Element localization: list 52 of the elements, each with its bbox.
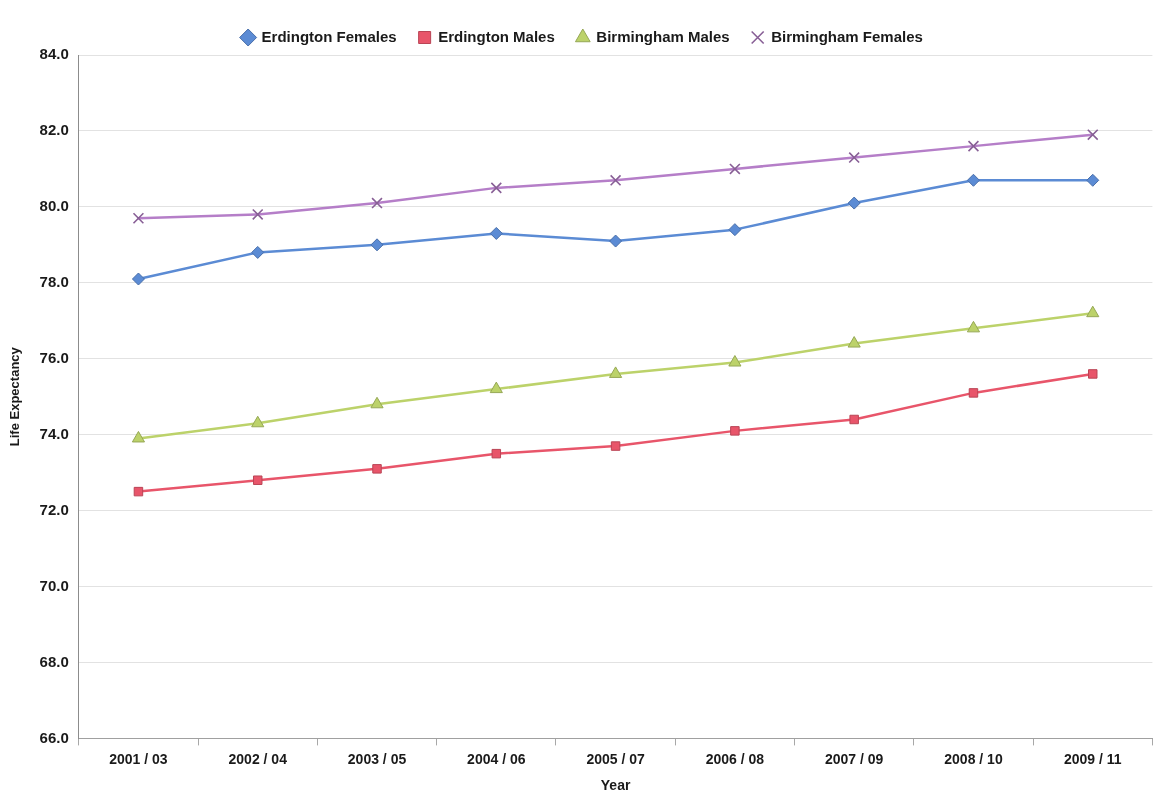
point	[1088, 369, 1098, 379]
x-axis-title: Year	[600, 777, 631, 794]
x-tick-label: 2009 / 11	[1063, 750, 1122, 767]
x-tick-label: 2002 / 04	[228, 750, 288, 767]
point	[847, 196, 861, 210]
point	[847, 336, 861, 348]
point	[370, 238, 384, 252]
point	[489, 381, 503, 394]
x-tick-label: 2008 / 10	[944, 750, 1003, 767]
point	[133, 486, 144, 497]
y-tick-label: 68.0	[39, 652, 69, 670]
point	[610, 441, 621, 451]
y-tick-label: 82.0	[39, 121, 69, 139]
point	[370, 396, 384, 409]
point	[251, 415, 265, 428]
point	[730, 426, 740, 436]
x-tick-label: 2007 / 09	[824, 750, 884, 767]
point	[849, 414, 859, 425]
y-tick-label: 80.0	[39, 197, 69, 215]
y-tick-label: 66.0	[39, 728, 69, 746]
x-tick-label: 2001 / 03	[109, 750, 168, 767]
y-tick-label: 72.0	[39, 500, 69, 518]
y-tick-label: 74.0	[39, 424, 69, 442]
point	[966, 320, 981, 333]
x-tick-label: 2003 / 05	[347, 750, 407, 767]
point	[609, 234, 623, 248]
y-axis-title: Life Expectancy	[7, 346, 23, 447]
y-tick-label: 70.0	[39, 576, 69, 594]
point	[968, 388, 979, 398]
legend-label: Erdington Females	[261, 27, 397, 45]
legend-label: Birmingham Females	[771, 27, 923, 45]
x-tick-label: 2006 / 08	[705, 750, 765, 767]
point	[728, 223, 742, 237]
point	[372, 464, 382, 474]
point	[1086, 305, 1100, 318]
point	[609, 366, 623, 378]
legend-label: Birmingham Males	[596, 27, 730, 45]
point	[131, 272, 145, 286]
point	[1086, 173, 1100, 187]
y-tick-label: 76.0	[39, 348, 69, 366]
x-tick-label: 2004 / 06	[467, 750, 526, 767]
point	[489, 226, 503, 240]
point	[251, 245, 265, 259]
point	[966, 173, 980, 187]
point	[491, 448, 502, 459]
point	[131, 430, 145, 443]
point	[728, 355, 742, 367]
point	[252, 475, 263, 485]
y-tick-label: 84.0	[39, 45, 69, 63]
y-tick-label: 78.0	[39, 272, 69, 290]
x-tick-label: 2005 / 07	[586, 750, 645, 767]
legend-label: Erdington Males	[438, 27, 555, 45]
